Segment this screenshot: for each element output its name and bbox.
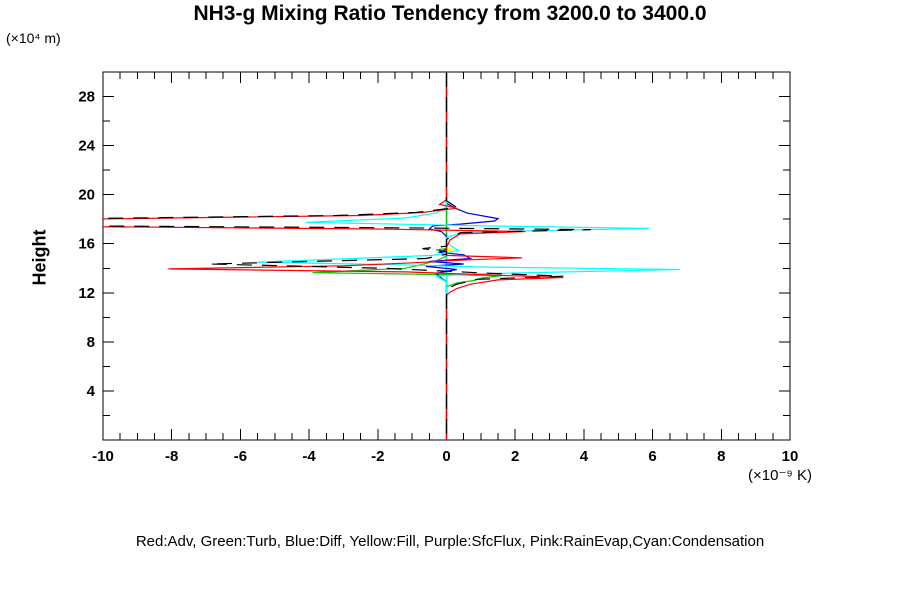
x-tick-label: -4: [302, 448, 316, 465]
x-tick-label: -10: [92, 448, 114, 465]
series-cyan: [257, 72, 681, 440]
x-tick-label: 8: [717, 448, 725, 465]
series-lines: [103, 72, 681, 440]
x-tick-label: 4: [580, 448, 589, 465]
y-tick-label: 8: [87, 334, 95, 351]
x-tick-label: 0: [442, 448, 450, 465]
x-tick-label: -2: [371, 448, 384, 465]
x-axis-unit-label: (×10⁻⁹ K): [748, 467, 812, 484]
x-tick-label: 6: [648, 448, 656, 465]
chart-title: NH3-g Mixing Ratio Tendency from 3200.0 …: [193, 2, 707, 25]
y-tick-label: 12: [78, 285, 95, 302]
y-axis-unit-label: (×10⁴ m): [6, 30, 61, 46]
legend-text: Red:Adv, Green:Turb, Blue:Diff, Yellow:F…: [135, 533, 765, 550]
y-tick-label: 20: [78, 187, 95, 204]
y-tick-label: 16: [78, 236, 95, 253]
y-tick-label: 4: [87, 383, 96, 400]
x-tick-label: -8: [165, 448, 178, 465]
y-tick-label: 28: [78, 89, 95, 106]
series-black: [103, 72, 591, 440]
x-tick-label: 10: [782, 448, 799, 465]
x-tick-label: 2: [511, 448, 519, 465]
series-red: [103, 72, 564, 440]
y-tick-label: 24: [78, 138, 95, 155]
x-tick-label: -6: [234, 448, 247, 465]
